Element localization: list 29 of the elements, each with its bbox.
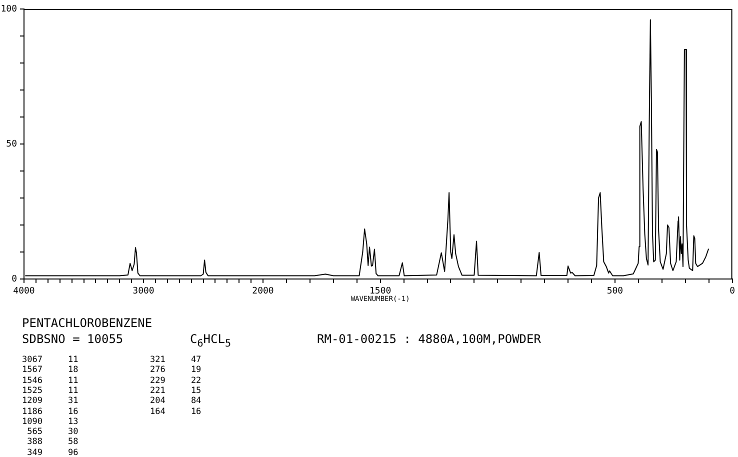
text: 164 16 [150, 406, 202, 417]
x-tick-label: 3000 [132, 286, 154, 297]
text: 221 15 [150, 386, 202, 396]
text: C$_{6}$HCL$_{5}$ [190, 332, 231, 350]
y-tick-label: 100 [0, 4, 17, 14]
x-tick-label: 1500 [369, 286, 392, 297]
text: 1567 18 [22, 365, 78, 376]
text: 1090 13 [22, 416, 78, 428]
text: 1186 16 [22, 406, 78, 417]
x-tick-label: 500 [606, 286, 624, 297]
text: PENTACHLOROBENZENE [22, 316, 152, 330]
x-tick-label: 2000 [252, 286, 274, 297]
x-tick-label: 0 [730, 286, 735, 297]
y-tick-label: 0 [12, 274, 17, 284]
text: 3067 11 [22, 355, 78, 366]
x-tick-label: 4000 [13, 286, 35, 297]
text: 1525 11 [22, 386, 78, 396]
text: RM-01-00215 : 4880A,100M,POWDER [317, 332, 541, 346]
text: 1209 31 [22, 396, 78, 407]
text: 204 84 [150, 396, 202, 407]
text: 321 47 [150, 355, 202, 366]
text: 565 30 [26, 427, 78, 438]
text: 388 58 [26, 437, 78, 448]
text: 1546 11 [22, 376, 78, 386]
text: 349 96 [26, 448, 78, 457]
y-tick-label: 50 [6, 139, 17, 150]
text: 276 19 [150, 365, 202, 376]
text: 229 22 [150, 376, 202, 386]
text: SDBSNO = 10055 [22, 332, 124, 346]
